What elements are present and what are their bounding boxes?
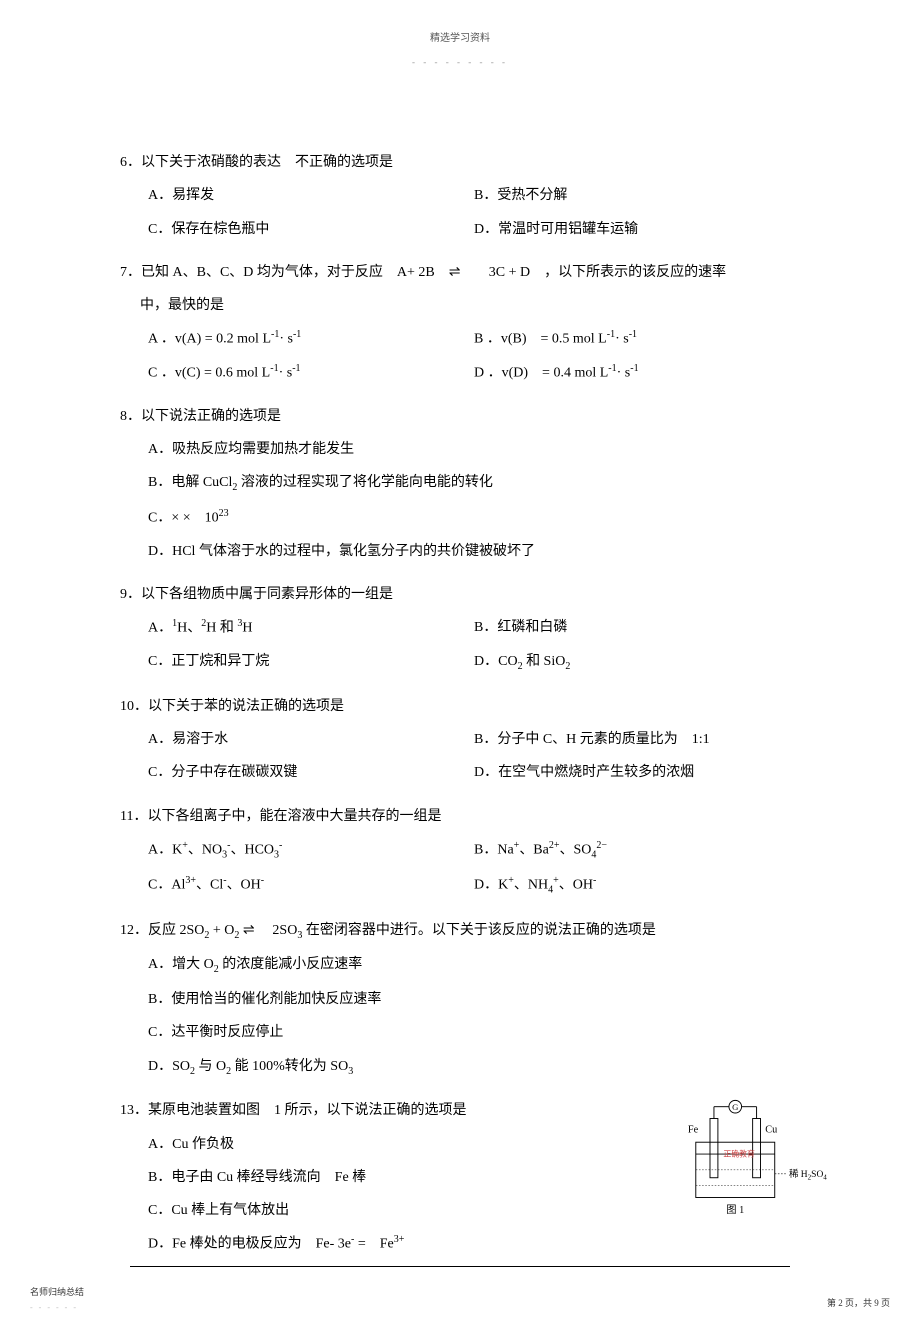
question-12: 12．反应 2SO2 + O2 2SO3 在密闭容器中进行。以下关于该反应的说法…: [120, 918, 800, 1081]
q11-stem: 11．以下各组离子中，能在溶液中大量共存的一组是: [120, 804, 800, 829]
question-9: 9．以下各组物质中属于同素异形体的一组是 A．1H、2H 和 3H B．红磷和白…: [120, 582, 800, 676]
q6-option-d: D．常温时可用铝罐车运输: [474, 217, 800, 242]
q8-option-c: C．× × 1023: [148, 505, 800, 531]
q6-option-a: A．易挥发: [148, 183, 474, 208]
q7-stem-2: 中，最快的是: [120, 293, 800, 318]
figure-watermark: 正确教育: [723, 1148, 755, 1158]
q9-option-c: C．正丁烷和异丁烷: [148, 649, 474, 676]
q11-option-b: B．Na+、Ba2+、SO42−: [474, 837, 800, 864]
q11-option-c: C．Al3+、Cl-、OH-: [148, 872, 474, 899]
q6-stem: 6．以下关于浓硝酸的表达 不正确的选项是: [120, 150, 800, 175]
q9-stem: 9．以下各组物质中属于同素异形体的一组是: [120, 582, 800, 607]
figure-1: G Fe Cu 正确教育 稀 H2SO4 图 1: [680, 1088, 830, 1237]
question-8: 8．以下说法正确的选项是 A．吸热反应均需要加热才能发生 B．电解 CuCl2 …: [120, 404, 800, 564]
q6-option-c: C．保存在棕色瓶中: [148, 217, 474, 242]
q7-stem: 7．已知 A、B、C、D 均为气体，对于反应 A+ 2B 3C + D ，以下所…: [120, 260, 800, 285]
q8-stem: 8．以下说法正确的选项是: [120, 404, 800, 429]
q10-option-b: B．分子中 C、H 元素的质量比为 1:1: [474, 727, 800, 752]
header-dots: - - - - - - - - -: [120, 54, 800, 70]
q9-option-b: B．红磷和白磷: [474, 615, 800, 641]
q10-option-a: A．易溶于水: [148, 727, 474, 752]
q12-stem: 12．反应 2SO2 + O2 2SO3 在密闭容器中进行。以下关于该反应的说法…: [120, 918, 800, 945]
q12-option-a: A．增大 O2 的浓度能减小反应速率: [148, 952, 800, 979]
page-divider: [130, 1266, 790, 1267]
q9-option-a: A．1H、2H 和 3H: [148, 615, 474, 641]
q11-option-d: D．K+、NH4+、OH-: [474, 872, 800, 899]
q12-option-c: C．达平衡时反应停止: [148, 1020, 800, 1045]
equilibrium-arrow-icon: [449, 260, 475, 285]
q12-option-b: B．使用恰当的催化剂能加快反应速率: [148, 987, 800, 1012]
q10-option-d: D．在空气中燃烧时产生较多的浓烟: [474, 760, 800, 785]
q9-option-d: D．CO2 和 SiO2: [474, 649, 800, 676]
q7-option-d: D ．v(D) = 0.4 mol L-1· s-1: [474, 360, 800, 386]
q7-option-a: A ．v(A) = 0.2 mol L-1· s-1: [148, 326, 474, 352]
q6-option-b: B．受热不分解: [474, 183, 800, 208]
q12-option-d: D．SO2 与 O2 能 100%转化为 SO3: [148, 1054, 800, 1081]
q10-option-c: C．分子中存在碳碳双键: [148, 760, 474, 785]
galvanic-cell-diagram: G Fe Cu 正确教育 稀 H2SO4 图 1: [680, 1088, 830, 1228]
equilibrium-arrow-icon: [243, 918, 269, 943]
question-7: 7．已知 A、B、C、D 均为气体，对于反应 A+ 2B 3C + D ，以下所…: [120, 260, 800, 386]
footer-left: 名师归纳总结 - - - - - -: [30, 1284, 84, 1315]
q11-option-a: A．K+、NO3-、HCO3-: [148, 837, 474, 864]
question-11: 11．以下各组离子中，能在溶液中大量共存的一组是 A．K+、NO3-、HCO3-…: [120, 804, 800, 900]
q8-option-d: D．HCl 气体溶于水的过程中，氯化氢分子内的共价键被破坏了: [148, 539, 800, 564]
question-6: 6．以下关于浓硝酸的表达 不正确的选项是 A．易挥发 B．受热不分解 C．保存在…: [120, 150, 800, 242]
q8-option-b: B．电解 CuCl2 溶液的过程实现了将化学能向电能的转化: [148, 470, 800, 497]
figure-fe-label: Fe: [688, 1125, 699, 1136]
question-10: 10．以下关于苯的说法正确的选项是 A．易溶于水 B．分子中 C、H 元素的质量…: [120, 694, 800, 786]
figure-cu-label: Cu: [765, 1125, 777, 1136]
q7-option-c: C ．v(C) = 0.6 mol L-1· s-1: [148, 360, 474, 386]
q8-option-a: A．吸热反应均需要加热才能发生: [148, 437, 800, 462]
header-note: 精选学习资料: [120, 30, 800, 48]
q7-option-b: B ．v(B) = 0.5 mol L-1· s-1: [474, 326, 800, 352]
figure-acid-label: 稀 H2SO4: [789, 1168, 827, 1181]
svg-text:G: G: [732, 1102, 738, 1112]
figure-caption: 图 1: [726, 1204, 744, 1216]
q10-stem: 10．以下关于苯的说法正确的选项是: [120, 694, 800, 719]
